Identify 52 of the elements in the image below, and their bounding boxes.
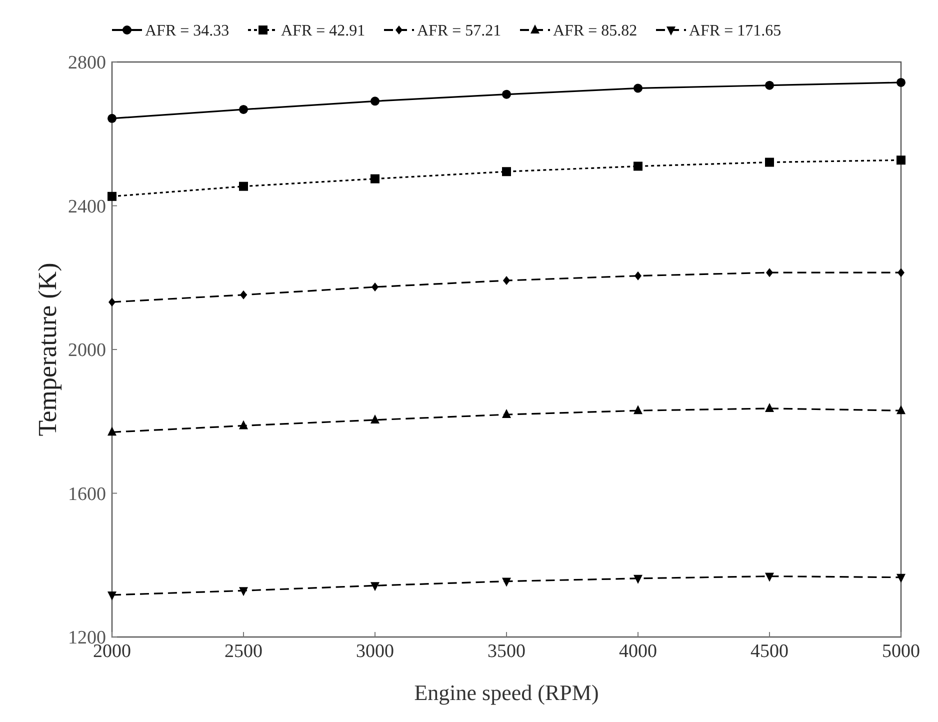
point: [503, 276, 510, 285]
legend-label: AFR = 171.65: [689, 22, 782, 40]
x-tick-label: 5000: [882, 641, 920, 662]
point: [370, 96, 380, 106]
point: [765, 402, 774, 412]
point: [634, 405, 642, 414]
point: [634, 271, 642, 280]
point: [108, 114, 116, 123]
point: [634, 84, 642, 93]
point: [240, 290, 247, 300]
y-tick-label: 1600: [68, 484, 106, 505]
point: [372, 282, 378, 292]
point: [239, 587, 248, 596]
x-tick-label: 3000: [356, 641, 394, 662]
point: [108, 298, 116, 307]
legend-label: AFR = 42.91: [281, 22, 366, 40]
x-tick-label: 4000: [619, 641, 657, 662]
point: [896, 574, 906, 583]
legend-label: AFR = 34.33: [145, 22, 230, 40]
point: [896, 405, 906, 414]
point: [502, 578, 511, 587]
point: [370, 174, 380, 184]
point: [896, 78, 906, 87]
point: [108, 591, 116, 600]
point: [370, 582, 380, 592]
point: [896, 156, 906, 165]
y-tick-label: 2800: [68, 52, 106, 74]
point: [502, 409, 511, 418]
y-tick-label: 2400: [68, 196, 106, 218]
point: [108, 426, 116, 436]
point: [502, 167, 511, 176]
point: [239, 104, 248, 114]
point: [765, 80, 774, 90]
point: [765, 158, 774, 167]
point: [634, 162, 642, 171]
point: [634, 574, 642, 584]
legend-label: AFR = 85.82: [553, 22, 638, 40]
y-tick-label: 2000: [68, 340, 106, 362]
point: [370, 414, 380, 424]
legend-label: AFR = 57.21: [417, 22, 502, 40]
point: [765, 572, 774, 582]
point: [502, 90, 511, 99]
x-axis-title: Engine speed (RPM): [414, 680, 599, 705]
point: [108, 192, 116, 201]
point: [766, 268, 773, 278]
point: [239, 182, 248, 191]
x-tick-label: 2500: [224, 641, 262, 662]
point: [898, 268, 904, 278]
x-tick-label: 3500: [488, 641, 526, 662]
x-tick-label: 4500: [750, 641, 788, 662]
point: [239, 420, 248, 430]
y-axis-title: Temperature (K): [33, 262, 62, 436]
